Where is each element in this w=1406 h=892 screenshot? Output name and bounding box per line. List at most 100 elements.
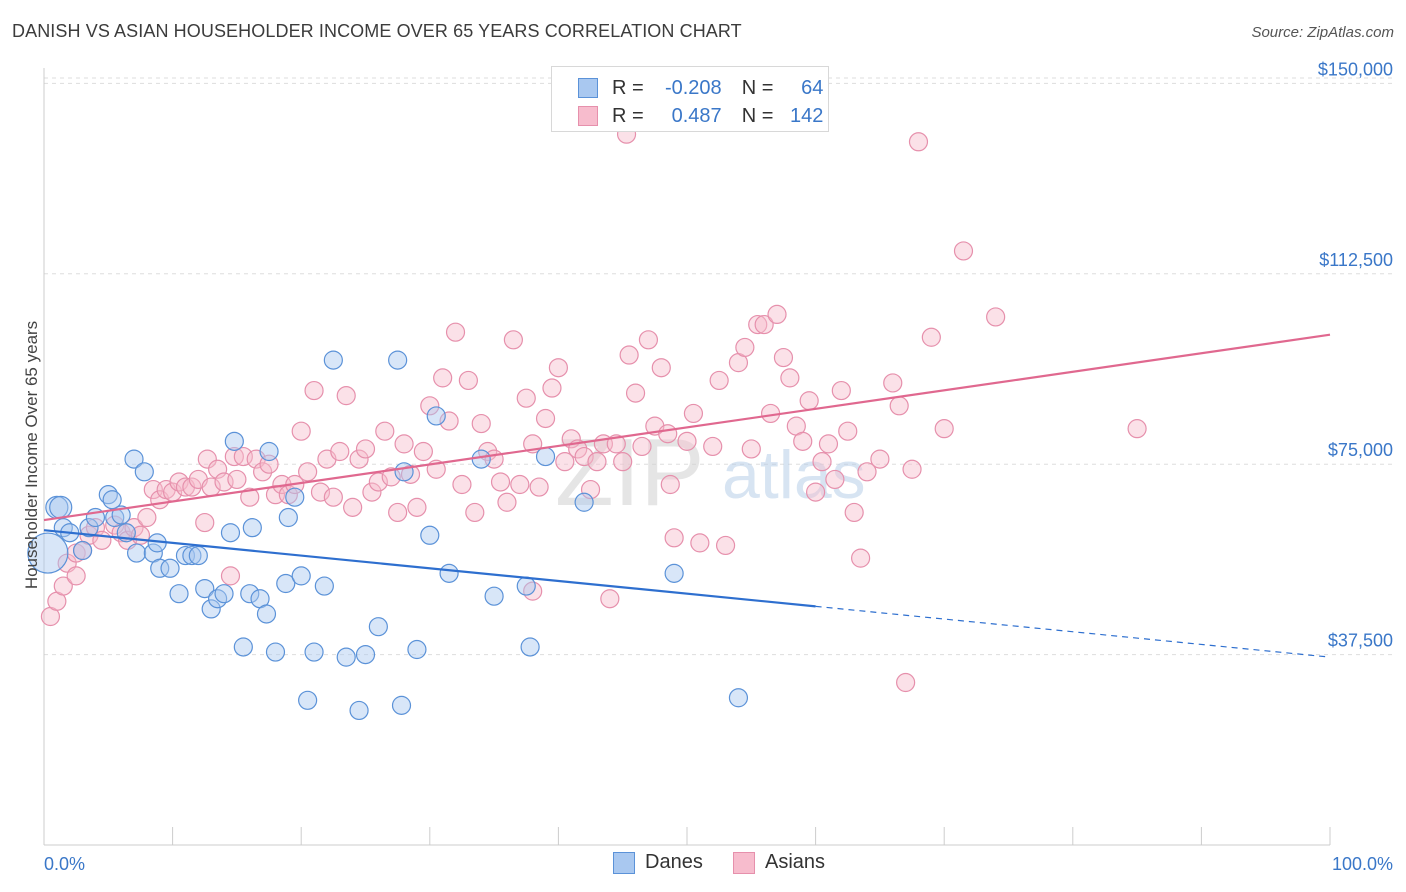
- asians-point-137: [986, 307, 1006, 327]
- axes: [43, 68, 1331, 846]
- asians-point-57: [394, 434, 414, 454]
- asians-point-51: [355, 439, 376, 459]
- asians-point-2: [53, 576, 73, 596]
- asians-point-8: [85, 518, 106, 538]
- asians-point-124: [838, 421, 858, 441]
- asians-point-4: [66, 566, 86, 586]
- asians-point-25: [197, 449, 217, 469]
- danes-point-20: [169, 584, 189, 604]
- asians-point-89: [600, 589, 620, 609]
- asians-point-119: [805, 482, 826, 502]
- danes-point-29: [224, 431, 244, 451]
- danes-point-42: [304, 642, 324, 662]
- asians-point-132: [902, 459, 922, 479]
- asians-point-33: [240, 487, 260, 507]
- asians-point-108: [735, 337, 755, 358]
- asians-point-100: [664, 528, 684, 548]
- asians-point-61: [420, 396, 440, 416]
- danes-point-41: [298, 690, 318, 710]
- asians-point-122: [825, 469, 845, 490]
- asians-point-87: [587, 452, 607, 472]
- asians-point-138: [1127, 419, 1147, 439]
- asians-point-50: [349, 449, 369, 469]
- danes-point-45: [336, 647, 356, 667]
- danes-point-47: [355, 644, 376, 665]
- asians-point-131: [896, 672, 916, 693]
- asians-point-102: [683, 403, 704, 424]
- asians-point-82: [555, 452, 575, 472]
- asians-point-114: [773, 347, 794, 368]
- danes-point-63: [728, 688, 749, 708]
- legend-danes-label: Danes: [645, 851, 703, 873]
- asians-point-117: [793, 431, 813, 451]
- asians-point-126: [851, 548, 871, 568]
- asians-point-15: [137, 507, 157, 528]
- asians-point-93: [625, 383, 646, 403]
- asians-point-52: [362, 482, 382, 502]
- asians-r-value: 0.487: [671, 104, 722, 127]
- danes-point-56: [471, 449, 491, 469]
- danes-point-37: [276, 573, 296, 594]
- danes-point-25: [201, 599, 221, 619]
- asians-point-22: [182, 477, 202, 497]
- legend-asians: Asians: [733, 851, 825, 874]
- asians-point-140: [523, 581, 543, 601]
- danes-point-60: [535, 446, 556, 467]
- asians-n-value: 142: [790, 104, 824, 127]
- asians-point-75: [510, 474, 530, 495]
- danes-point-46: [349, 700, 369, 721]
- tick-labels: $37,500 $75,000 $112,500 $150,000 0.0% 100.0%: [44, 59, 1393, 874]
- x-tick-label-1: 100.0%: [1332, 854, 1393, 874]
- asians-point-59: [407, 497, 427, 517]
- danes-trendline: [43, 529, 816, 608]
- asians-point-105: [709, 370, 729, 391]
- asians-point-54: [375, 421, 395, 441]
- asians-point-110: [748, 314, 768, 335]
- asians-point-48: [336, 386, 356, 406]
- danes-point-39: [285, 487, 305, 507]
- asians-point-29: [220, 566, 241, 586]
- danes-point-38: [278, 507, 298, 528]
- asians-point-111: [754, 314, 774, 335]
- legend-asians-swatch: [733, 851, 755, 874]
- asians-point-97: [651, 358, 671, 378]
- asians-point-104: [703, 436, 723, 457]
- asians-point-42: [298, 462, 318, 482]
- asians-point-56: [388, 502, 408, 523]
- danes-point-14: [126, 543, 147, 563]
- asians-point-31: [227, 469, 247, 490]
- legend-danes: Danes: [613, 851, 703, 874]
- danes-point-48: [368, 617, 388, 637]
- asians-point-86: [580, 479, 601, 500]
- danes-point-53: [420, 525, 440, 545]
- asians-point-118: [799, 391, 819, 411]
- asians-point-90: [606, 434, 626, 454]
- danes-point-0: [27, 532, 69, 574]
- grid-lines: [44, 77, 1395, 656]
- asians-point-49: [343, 497, 363, 517]
- danes-point-24: [195, 578, 215, 599]
- asians-point-55: [381, 467, 401, 487]
- asians-point-67: [458, 370, 478, 391]
- asians-point-27: [208, 459, 228, 479]
- asians-point-60: [413, 441, 433, 462]
- danes-point-35: [259, 441, 279, 462]
- danes-point-58: [516, 576, 536, 596]
- asians-point-98: [658, 424, 678, 444]
- danes-point-2: [49, 495, 73, 519]
- asians-point-78: [529, 477, 549, 497]
- asians-point-72: [490, 472, 511, 492]
- source-label: Source: ZipAtlas.com: [1251, 24, 1394, 41]
- danes-point-49: [388, 350, 408, 370]
- asians-point-99: [660, 474, 680, 495]
- asians-point-125: [844, 502, 864, 523]
- asians-point-46: [323, 487, 343, 507]
- danes-r-label: R =: [612, 76, 644, 99]
- danes-trendline-extension: [815, 605, 1331, 658]
- danes-n-value: 64: [801, 76, 824, 99]
- asians-point-128: [870, 449, 890, 469]
- danes-point-18: [150, 558, 170, 578]
- asians-points: [40, 124, 1147, 693]
- danes-point-26: [208, 589, 228, 609]
- asians-point-81: [548, 358, 569, 378]
